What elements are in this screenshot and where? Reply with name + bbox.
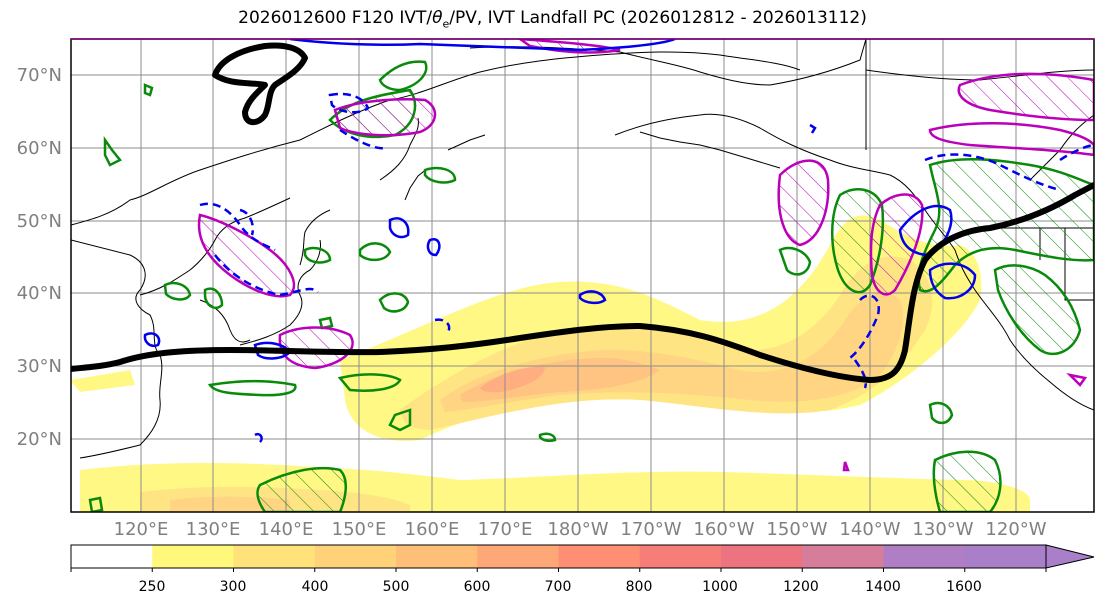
lon-label: 170°W [620, 519, 681, 540]
colorbar-label: 1200 [783, 579, 819, 595]
colorbar-cell [396, 545, 478, 568]
colorbar-label: 1600 [946, 579, 982, 595]
lon-label: 160°E [405, 519, 460, 540]
map-figure: 70°N 60°N 50°N 40°N 30°N 20°N 120°E 130°… [0, 0, 1105, 606]
lat-label: 20°N [17, 429, 62, 450]
lat-label: 30°N [17, 356, 62, 377]
lat-label: 40°N [17, 283, 62, 304]
colorbar-cells [71, 545, 1047, 568]
colorbar-label: 800 [626, 579, 653, 595]
colorbar-cell [71, 545, 153, 568]
colorbar-label: 600 [464, 579, 491, 595]
colorbar-cell [884, 545, 966, 568]
colorbar-label: 400 [302, 579, 329, 595]
colorbar-label: 500 [383, 579, 410, 595]
colorbar: 250 300 400 500 600 700 800 1000 1200 14… [71, 545, 1094, 595]
colorbar-ticks [71, 568, 1046, 572]
colorbar-extend-arrow [1046, 545, 1094, 568]
colorbar-cell [965, 545, 1047, 568]
lon-label: 120°W [985, 519, 1046, 540]
lon-label: 160°W [693, 519, 754, 540]
lat-label: 60°N [17, 138, 62, 159]
lon-label: 130°E [186, 519, 241, 540]
colorbar-cell [315, 545, 397, 568]
colorbar-label: 700 [545, 579, 572, 595]
colorbar-label: 250 [139, 579, 166, 595]
colorbar-label: 1400 [865, 579, 901, 595]
colorbar-cell [234, 545, 316, 568]
lat-label: 50°N [17, 211, 62, 232]
lon-label: 120°E [114, 519, 169, 540]
lon-label: 130°W [912, 519, 973, 540]
lon-label: 140°E [259, 519, 314, 540]
lon-label: 170°E [478, 519, 533, 540]
colorbar-cell [559, 545, 641, 568]
longitude-labels: 120°E 130°E 140°E 150°E 160°E 170°E 180°… [114, 519, 1047, 540]
colorbar-label: 1000 [702, 579, 738, 595]
lon-label: 150°W [766, 519, 827, 540]
lon-label: 150°E [332, 519, 387, 540]
colorbar-cell [721, 545, 803, 568]
lon-label: 180°W [547, 519, 608, 540]
colorbar-cell [802, 545, 884, 568]
latitude-labels: 70°N 60°N 50°N 40°N 30°N 20°N [17, 65, 62, 450]
colorbar-cell [152, 545, 234, 568]
colorbar-cell [640, 545, 722, 568]
lon-label: 140°W [839, 519, 900, 540]
colorbar-labels: 250 300 400 500 600 700 800 1000 1200 14… [139, 579, 982, 595]
lat-label: 70°N [17, 65, 62, 86]
colorbar-cell [477, 545, 559, 568]
colorbar-label: 300 [220, 579, 247, 595]
